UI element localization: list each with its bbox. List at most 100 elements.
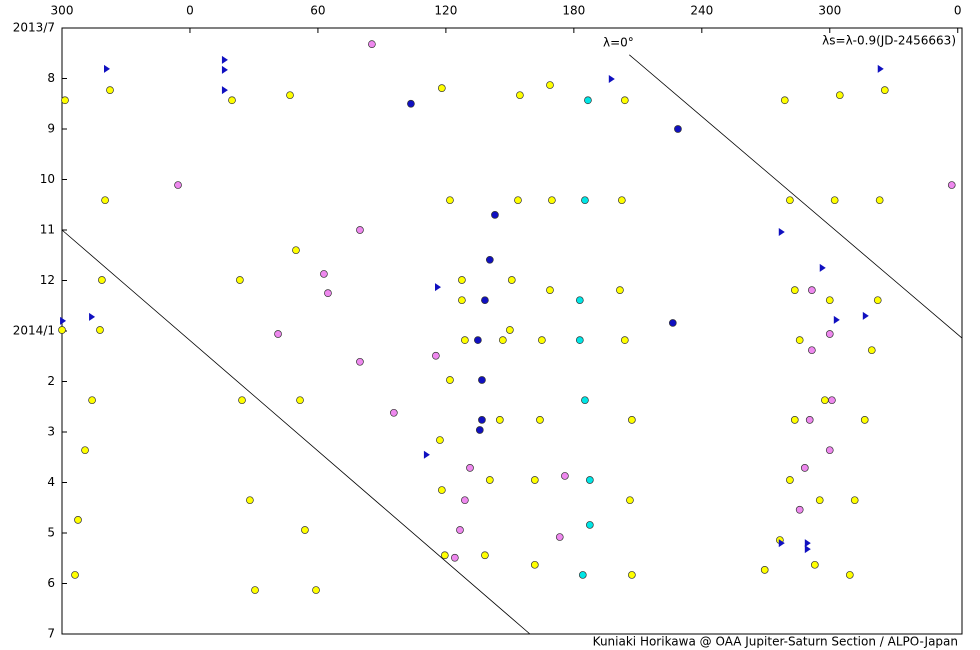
marker (221, 86, 228, 95)
marker (434, 283, 441, 292)
point (530, 560, 539, 569)
point (437, 84, 446, 92)
point (805, 416, 814, 424)
point (286, 91, 294, 100)
reference-line (61, 229, 531, 635)
point (860, 416, 869, 424)
point (458, 276, 466, 284)
reference-line (629, 54, 963, 339)
point (867, 346, 876, 355)
point (481, 551, 489, 560)
point (507, 276, 516, 284)
point (786, 476, 794, 484)
point (236, 276, 244, 284)
point (506, 326, 514, 334)
marker (104, 64, 110, 73)
point (61, 96, 69, 105)
point (466, 464, 474, 472)
point (461, 336, 469, 344)
y-tick-label: 6 (47, 576, 55, 590)
point (626, 496, 634, 505)
point (491, 211, 499, 219)
point (578, 571, 587, 579)
point (389, 408, 398, 417)
point (292, 246, 300, 255)
point (830, 196, 839, 205)
point (458, 296, 466, 305)
y-tick-label: 7 (47, 627, 55, 641)
point (485, 476, 494, 484)
point (616, 286, 624, 294)
point (795, 505, 804, 514)
point (828, 396, 836, 405)
point (474, 336, 482, 344)
point (475, 426, 484, 434)
point (555, 533, 564, 541)
x-tick-label: 0 (954, 4, 962, 18)
y-tick-label: 12 (40, 273, 55, 287)
point (780, 96, 789, 105)
point (495, 416, 504, 424)
y-tick-label: 5 (47, 526, 55, 540)
y-tick-label: 2 (47, 374, 55, 388)
x-tick-label: 240 (690, 4, 713, 18)
point (581, 196, 589, 205)
point (845, 571, 854, 579)
point (530, 476, 539, 484)
point (620, 336, 629, 344)
point (584, 96, 592, 105)
point (546, 81, 554, 89)
x-tick-label: 300 (51, 4, 74, 18)
point (575, 336, 584, 344)
point (815, 496, 824, 505)
point (536, 416, 544, 424)
point (516, 91, 524, 100)
marker (804, 539, 811, 548)
point (228, 96, 236, 105)
point (101, 196, 109, 205)
point (875, 196, 884, 205)
marker (862, 311, 869, 320)
point (585, 521, 594, 529)
point (301, 526, 309, 534)
point (436, 436, 444, 444)
point (81, 446, 89, 455)
y-tick-label: 10 (40, 172, 55, 186)
point (498, 336, 507, 344)
x-tick-label: 300 (818, 4, 841, 18)
point (628, 416, 636, 424)
point (312, 586, 320, 594)
point (808, 346, 816, 355)
point (96, 326, 104, 334)
marker (778, 539, 785, 548)
point (481, 296, 489, 305)
y-tick-label: 11 (40, 223, 55, 237)
point (821, 396, 829, 405)
point (88, 396, 96, 405)
x-tick-label: 180 (562, 4, 585, 18)
point (446, 196, 454, 205)
point (450, 553, 459, 562)
point (668, 319, 677, 327)
point (585, 476, 594, 484)
point (440, 551, 449, 560)
point (106, 86, 114, 94)
marker (804, 545, 811, 554)
point (432, 351, 440, 360)
point (790, 416, 799, 424)
point (514, 196, 522, 205)
point (478, 416, 486, 424)
marker (608, 75, 615, 84)
point (850, 496, 859, 505)
marker (778, 228, 785, 237)
point (485, 255, 494, 264)
point (548, 196, 556, 205)
point (760, 566, 769, 574)
point (246, 496, 254, 505)
point (808, 286, 816, 294)
marker (423, 450, 430, 459)
point (324, 289, 332, 297)
point (74, 516, 82, 524)
y-tick-label: 2014/1 (13, 324, 55, 338)
